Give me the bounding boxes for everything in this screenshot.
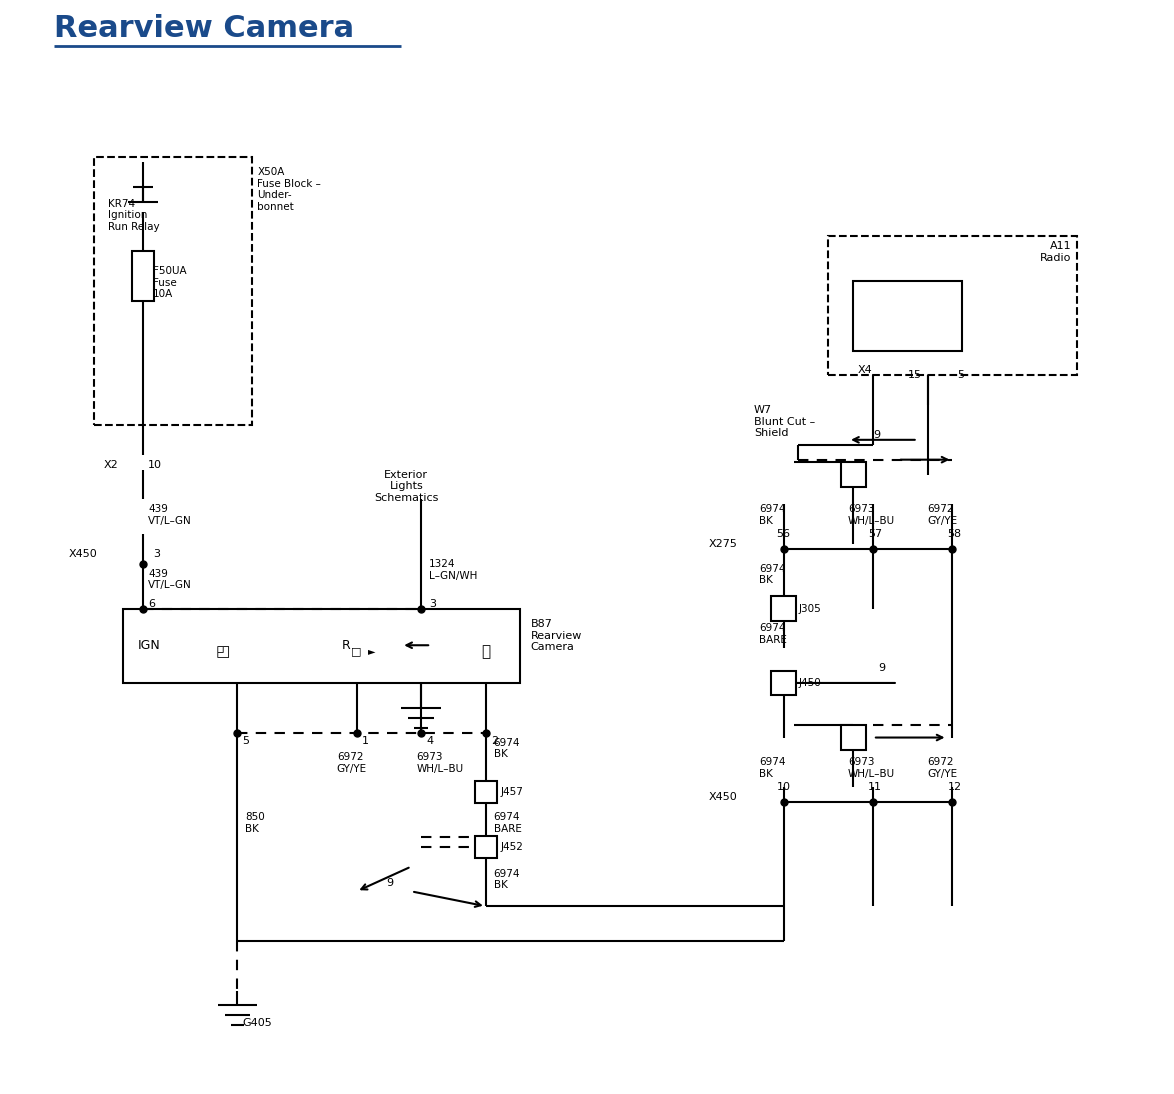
Bar [133, 252, 154, 301]
Text: Rearview Camera: Rearview Camera [54, 14, 353, 43]
Text: 12: 12 [947, 782, 962, 792]
Text: 6: 6 [148, 598, 155, 608]
Text: 6974
BK: 6974 BK [758, 504, 785, 526]
Text: 5: 5 [243, 735, 249, 745]
Bar [94, 158, 252, 424]
Text: J457: J457 [500, 787, 524, 798]
Text: A11
Radio: A11 Radio [1040, 242, 1072, 263]
Text: X2: X2 [103, 459, 119, 469]
Text: 6974
BARE: 6974 BARE [758, 624, 787, 645]
Text: 6974
BK: 6974 BK [494, 869, 520, 891]
Text: 6974
BK: 6974 BK [758, 757, 785, 779]
Text: F50UA
Fuse
10A: F50UA Fuse 10A [153, 266, 187, 300]
Text: X275: X275 [709, 539, 738, 549]
Text: ►: ► [367, 647, 376, 656]
Text: X50A
Fuse Block –
Under-
bonnet: X50A Fuse Block – Under- bonnet [257, 167, 322, 212]
Text: 11: 11 [868, 782, 882, 792]
Text: IGN: IGN [139, 639, 161, 652]
Text: X450: X450 [69, 549, 97, 559]
Text: ◰: ◰ [215, 643, 230, 659]
Text: 1: 1 [362, 735, 369, 745]
Text: W7
Blunt Cut –
Shield: W7 Blunt Cut – Shield [754, 405, 815, 439]
Bar [841, 462, 865, 487]
Text: 9: 9 [873, 430, 880, 440]
Text: 9: 9 [386, 878, 393, 888]
Text: 1324
L–GN/WH: 1324 L–GN/WH [430, 559, 478, 581]
Text: 6972
GY/YE: 6972 GY/YE [927, 757, 958, 779]
Text: J305: J305 [798, 604, 822, 614]
Text: 850
BK: 850 BK [245, 812, 265, 834]
Text: Exterior
Lights
Schematics: Exterior Lights Schematics [375, 469, 438, 503]
Bar [474, 781, 497, 803]
Text: 9: 9 [878, 663, 885, 673]
Text: G405: G405 [243, 1019, 272, 1028]
Text: J450: J450 [798, 678, 822, 688]
Text: X450: X450 [709, 792, 738, 802]
Text: 56: 56 [777, 529, 790, 539]
Bar [771, 671, 796, 696]
Text: J452: J452 [500, 841, 524, 852]
Text: 3: 3 [430, 598, 436, 608]
Text: 10: 10 [777, 782, 790, 792]
Text: □: □ [351, 647, 362, 656]
Text: 6972
GY/YE: 6972 GY/YE [337, 753, 367, 775]
Text: R: R [342, 639, 351, 652]
Bar [474, 836, 497, 858]
Text: 10: 10 [148, 459, 162, 469]
Bar [853, 281, 963, 350]
Text: X4: X4 [858, 365, 872, 375]
Text: 6974
BK: 6974 BK [758, 563, 785, 585]
Text: 439
VT/L–GN: 439 VT/L–GN [148, 569, 191, 591]
Text: 6974
BARE: 6974 BARE [494, 812, 521, 834]
Bar [841, 725, 865, 750]
Bar [771, 596, 796, 621]
Text: 439
VT/L–GN: 439 VT/L–GN [148, 504, 191, 526]
Text: KR74
Ignition
Run Relay: KR74 Ignition Run Relay [108, 199, 160, 232]
Text: 6973
WH/L–BU: 6973 WH/L–BU [848, 504, 896, 526]
Text: 2: 2 [491, 735, 498, 745]
Bar [123, 608, 520, 683]
Text: 5: 5 [957, 371, 964, 381]
Bar [829, 236, 1077, 375]
Text: 6972
GY/YE: 6972 GY/YE [927, 504, 958, 526]
Text: 4: 4 [426, 735, 433, 745]
Text: 58: 58 [947, 529, 962, 539]
Text: 57: 57 [868, 529, 882, 539]
Text: 3: 3 [153, 549, 160, 559]
Text: 6974
BK: 6974 BK [494, 737, 520, 759]
Text: 15: 15 [908, 371, 922, 381]
Text: B87
Rearview
Camera: B87 Rearview Camera [531, 619, 582, 652]
Text: ⏚: ⏚ [481, 643, 491, 659]
Text: 6973
WH/L–BU: 6973 WH/L–BU [417, 753, 464, 775]
Text: 6973
WH/L–BU: 6973 WH/L–BU [848, 757, 896, 779]
